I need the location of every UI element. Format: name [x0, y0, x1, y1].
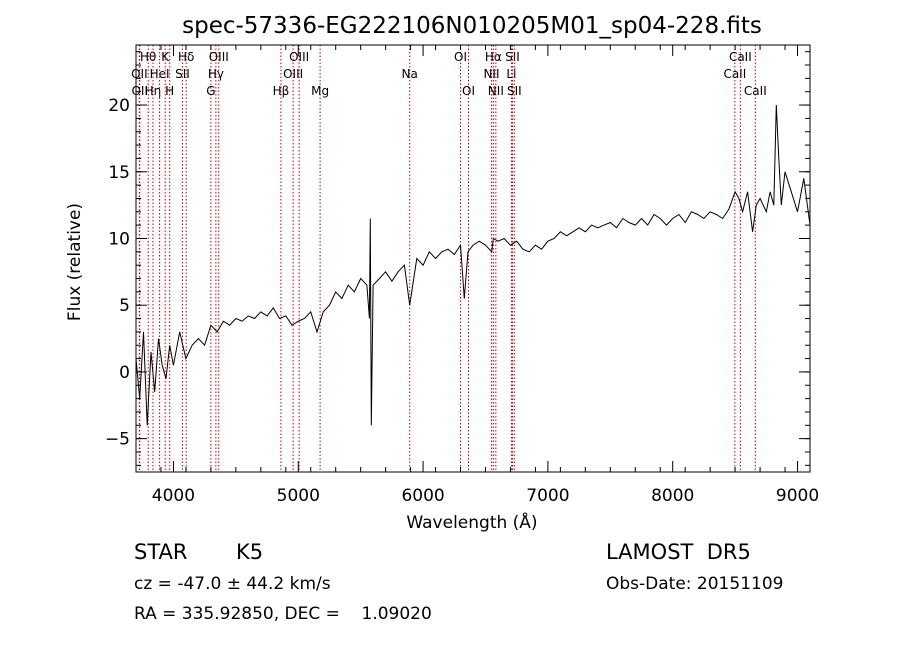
x-tick-label: 9000 [776, 486, 819, 506]
marker-label-10: Hγ [208, 67, 224, 81]
line-markers: OIIOIIHθHηHeIKHSIIHδGHγOIIIHβOIIIOIIIMgN… [131, 45, 767, 472]
y-tick-label: 20 [108, 96, 130, 116]
marker-label-12: Hβ [273, 84, 290, 98]
marker-label-16: Na [402, 67, 418, 81]
spectrum-series-layer [135, 104, 811, 426]
marker-label-9: G [206, 84, 215, 98]
coordinates: RA = 335.92850, DEC = 1.09020 [134, 604, 432, 624]
x-axis-label: Wavelength (Å) [406, 511, 537, 533]
marker-label-22: Li [506, 67, 516, 81]
marker-label-20: Hα [485, 50, 502, 64]
marker-label-13: OIII [283, 67, 303, 81]
y-tick-label: 15 [108, 163, 130, 183]
marker-label-14: OIII [289, 50, 309, 64]
x-tick-label: 7000 [526, 486, 569, 506]
marker-label-24: SII [507, 84, 522, 98]
redshift-velocity: cz = -47.0 ± 44.2 km/s [134, 574, 331, 594]
marker-label-3: Hη [145, 84, 162, 98]
marker-label-7: SII [175, 67, 190, 81]
plot-frame [135, 44, 811, 473]
marker-label-11: OIII [209, 50, 229, 64]
marker-label-23: SII [505, 50, 520, 64]
object-class: STAR [134, 540, 188, 564]
marker-label-18: OI [462, 84, 475, 98]
x-tick-label: 4000 [152, 486, 195, 506]
y-axis-label: Flux (relative) [65, 203, 85, 321]
marker-label-26: CaII [729, 50, 752, 64]
marker-label-21: NII [488, 84, 504, 98]
marker-label-6: H [165, 84, 174, 98]
y-tick-label: 0 [119, 363, 130, 383]
observation-date: Obs-Date: 20151109 [606, 574, 784, 594]
chart-title: spec-57336-EG222106N010205M01_sp04-228.f… [182, 13, 762, 39]
marker-label-15: Mg [311, 84, 329, 98]
marker-label-25: CaII [723, 67, 746, 81]
y-tick-label: 10 [108, 229, 130, 249]
marker-label-8: Hδ [178, 50, 194, 64]
marker-label-27: CaII [744, 84, 767, 98]
marker-label-19: NII [483, 67, 499, 81]
x-tick-label: 8000 [651, 486, 694, 506]
y-tick-label: −5 [105, 430, 130, 450]
marker-label-5: K [161, 50, 170, 64]
marker-label-17: OI [454, 50, 467, 64]
x-tick-label: 5000 [277, 486, 320, 506]
survey-label: LAMOST DR5 [606, 540, 751, 564]
x-tick-label: 6000 [401, 486, 444, 506]
y-tick-label: 5 [119, 296, 130, 316]
spectrum-line-0 [135, 104, 811, 426]
marker-label-2: Hθ [140, 50, 156, 64]
object-subclass: K5 [236, 540, 264, 564]
axes: 4000 5000 6000 7000 8000 9000 −5 0 5 10 15 20 [105, 44, 819, 506]
marker-label-4: HeI [150, 67, 170, 81]
